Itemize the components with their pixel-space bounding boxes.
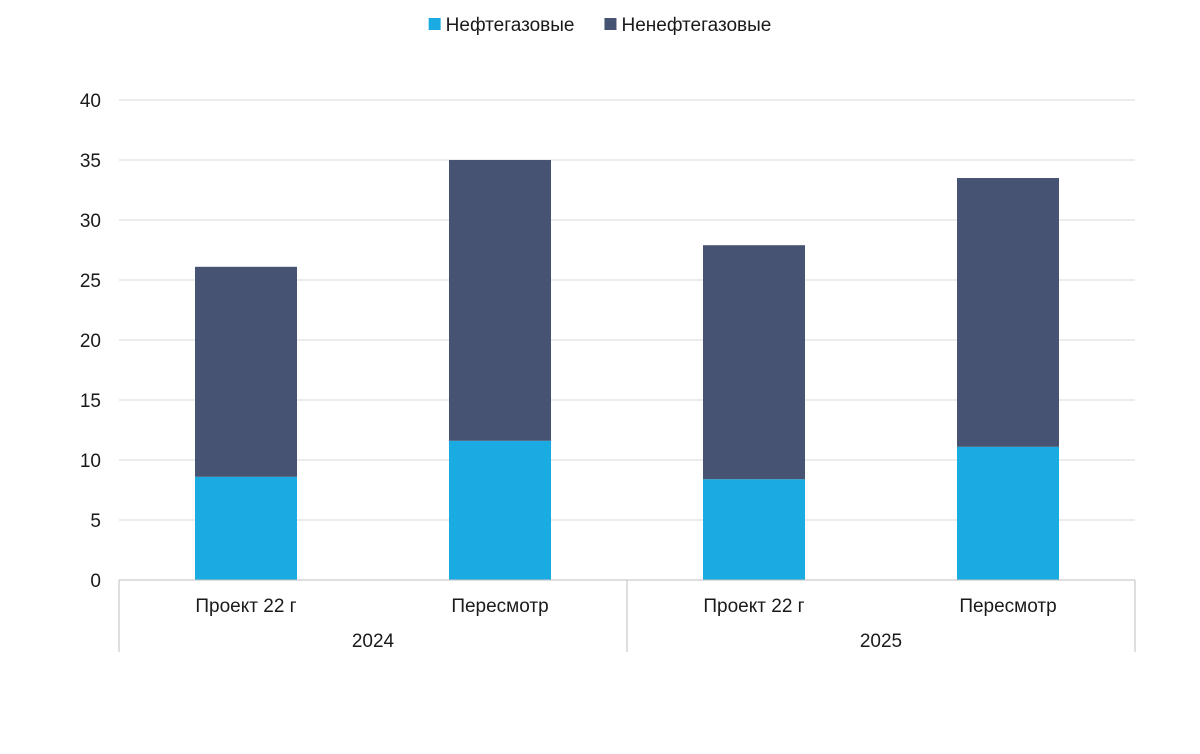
bar-non-oil-gas-2	[449, 160, 551, 441]
bar-oil-gas-4	[957, 446, 1059, 580]
y-tick-label: 35	[80, 151, 101, 172]
y-tick-label: 25	[80, 271, 101, 292]
x-axis: Проект 22 г Пересмотр 2024 Проект 22 г Перес…	[118, 579, 1136, 652]
y-tick-label: 15	[80, 391, 101, 412]
legend-swatch	[604, 18, 617, 30]
x-group-label: 2025	[860, 631, 902, 652]
bar-non-oil-gas-3	[703, 245, 805, 480]
x-category-label: Проект 22 г	[195, 596, 296, 617]
y-tick-label: 10	[80, 451, 101, 472]
legend: Нефтегазовые Ненефтегазовые	[428, 15, 771, 36]
y-tick-label: 30	[80, 211, 101, 232]
bar-non-oil-gas-4	[957, 178, 1059, 447]
legend-swatch	[428, 18, 441, 30]
bars	[195, 160, 1059, 580]
legend-label: Ненефтегазовые	[621, 15, 771, 36]
legend-item: Нефтегазовые	[428, 15, 575, 36]
y-tick-label: 0	[90, 571, 101, 592]
x-group-label: 2024	[352, 631, 395, 652]
legend-item: Ненефтегазовые	[604, 15, 771, 36]
bar-oil-gas-3	[703, 479, 805, 580]
y-tick-label: 5	[90, 511, 101, 532]
x-category-label: Пересмотр	[959, 596, 1056, 617]
x-category-label: Пересмотр	[451, 596, 548, 617]
x-category-label: Проект 22 г	[703, 596, 804, 617]
bar-oil-gas-1	[195, 476, 297, 580]
bar-non-oil-gas-1	[195, 266, 297, 477]
legend-label: Нефтегазовые	[446, 15, 575, 36]
bar-oil-gas-2	[449, 440, 551, 580]
y-axis-ticks: 0 5 10 15 20 25 30 35 40	[80, 91, 101, 592]
y-tick-label: 20	[80, 331, 101, 352]
y-tick-label: 40	[80, 91, 101, 112]
